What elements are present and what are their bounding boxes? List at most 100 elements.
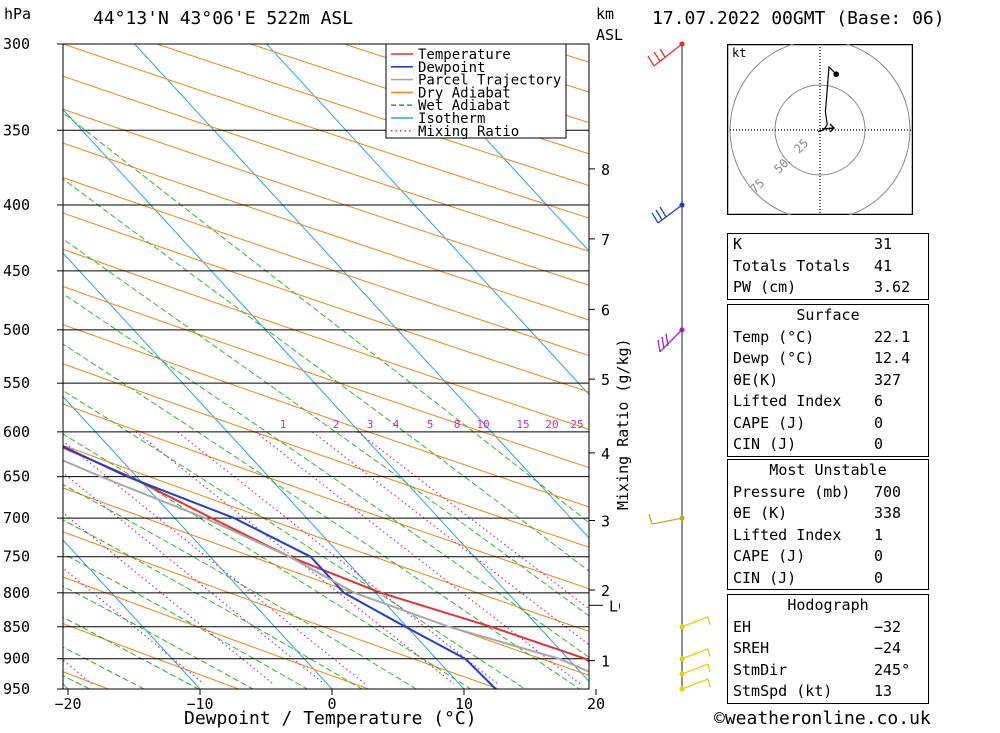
legend-label: Mixing Ratio — [418, 124, 519, 140]
most-unstable-table: Most Unstable Pressure (mb) 700 θE (K) 338… — [727, 459, 929, 590]
legend-label: Wet Adiabat — [418, 98, 511, 114]
surface-dewp-value: 12.4 — [874, 349, 911, 367]
km-tick-label: 2 — [601, 582, 610, 600]
wind-profile — [647, 41, 711, 692]
wet-adiabat-line — [63, 178, 589, 572]
most-unstable-title: Most Unstable — [769, 461, 887, 479]
hodograph-unit: kt — [732, 46, 746, 60]
pressure-label: 700 — [3, 509, 30, 527]
mu-cape-value: 0 — [874, 547, 884, 565]
pressure-label: 300 — [3, 35, 30, 53]
mixing-ratio-label: 4 — [393, 418, 400, 431]
pressure-label: 550 — [3, 374, 30, 392]
wet-adiabat-line — [63, 112, 589, 524]
mu-pressure-label: Pressure (mb) — [733, 482, 851, 501]
surface-title: Surface — [796, 306, 860, 324]
sreh-label: SREH — [733, 639, 770, 657]
pressure-label: 450 — [3, 262, 30, 280]
pressure-label: 750 — [3, 548, 30, 566]
stmdir-value: 245° — [874, 660, 911, 679]
pressure-label: 500 — [3, 321, 30, 339]
x-tick-label: 10 — [455, 695, 473, 713]
asl-unit-label: ASL — [596, 26, 624, 44]
mixing-ratio-line — [63, 471, 325, 685]
mu-cape-label: CAPE (J) — [733, 547, 806, 565]
legend-box — [385, 43, 567, 139]
wind-barb — [657, 329, 683, 353]
legend-label: Dewpoint — [418, 60, 485, 76]
mixing-ratio-line — [177, 431, 499, 685]
dry-adiabat-line — [63, 487, 589, 676]
stmdir-label: StmDir — [733, 660, 788, 679]
wind-barb — [648, 513, 683, 525]
k-index-value: 31 — [874, 235, 893, 253]
dry-adiabat-line — [63, 142, 589, 321]
km-tick-label: 4 — [601, 445, 610, 463]
mixing-ratio-label: 5 — [427, 418, 434, 431]
surface-cape-value: 0 — [874, 413, 884, 432]
km-tick-label: 1 — [601, 653, 610, 671]
km-tick-label: 6 — [601, 301, 610, 319]
totals-label: Totals Totals — [733, 256, 851, 275]
eh-value: −32 — [874, 617, 902, 636]
sreh-value: −24 — [874, 639, 902, 657]
wet-adiabat-line — [63, 484, 418, 689]
dry-adiabat-line — [63, 75, 589, 252]
x-tick-label: 20 — [587, 695, 605, 713]
dry-adiabat-line — [63, 212, 589, 393]
totals-value: 41 — [874, 256, 893, 275]
pressure-label: 600 — [3, 423, 30, 441]
dry-adiabat-line — [63, 363, 589, 548]
dry-adiabat-line — [63, 324, 589, 508]
km-tick-label: 5 — [601, 371, 610, 389]
legend-label: Temperature — [418, 47, 511, 63]
surface-cin-value: 0 — [874, 435, 884, 453]
pw-label: PW (cm) — [733, 278, 797, 296]
isotherm-line — [397, 44, 589, 252]
datetime-title: 17.07.2022 00GMT (Base: 06) — [652, 8, 945, 29]
pw-value: 3.62 — [874, 278, 911, 296]
dry-adiabat-line — [63, 285, 589, 469]
wet-adiabat-line — [63, 585, 254, 689]
mixing-ratio-line — [255, 431, 581, 685]
stmspd-value: 13 — [874, 682, 893, 700]
mu-cin-label: CIN (J) — [733, 568, 797, 587]
mu-li-label: Lifted Index — [733, 525, 842, 544]
hodograph-trace — [817, 65, 837, 133]
mixing-ratio-label: 8 — [454, 418, 461, 431]
mixing-ratio-label: 2 — [333, 418, 340, 431]
indices-table: K 31 Totals Totals 41 PW (cm) 3.62 — [727, 233, 929, 300]
mu-cin-value: 0 — [874, 568, 884, 587]
mixing-ratio-label: 1 — [280, 418, 287, 431]
dry-adiabat-line — [63, 108, 589, 286]
pressure-label: 400 — [3, 196, 30, 214]
pressure-unit-label: hPa — [4, 5, 32, 23]
km-unit-label: km — [596, 5, 615, 23]
surface-thetae-value: 327 — [874, 370, 902, 389]
dry-adiabat-line — [63, 576, 371, 689]
mixing-ratio-label: 20 — [545, 418, 558, 431]
surface-temp-value: 22.1 — [874, 327, 911, 346]
pressure-label: 850 — [3, 618, 30, 636]
x-tick-label: 0 — [327, 695, 336, 713]
mixing-ratio-line — [63, 440, 366, 685]
legend-label: Dry Adiabat — [418, 85, 511, 101]
mixing-ratio-line — [63, 567, 205, 685]
wind-barb — [681, 616, 711, 628]
legend-label: Parcel Trajectory — [418, 73, 561, 89]
plot-frame — [62, 43, 590, 690]
mixing-ratio-line — [135, 431, 455, 685]
lcl-label: LCL — [609, 597, 620, 615]
mixing-ratio-label: 3 — [367, 418, 374, 431]
wet-adiabat-line — [63, 519, 363, 689]
mixing-ratio-label: 15 — [516, 418, 529, 431]
copyright-text: ©weatheronline.co.uk — [714, 708, 931, 729]
mu-thetae-label: θE (K) — [733, 504, 788, 522]
surface-dewp-label: Dewp (°C) — [733, 349, 815, 367]
surface-temp-label: Temp (°C) — [733, 327, 815, 346]
wind-barb — [647, 43, 683, 67]
isotherm-line — [63, 539, 201, 689]
mu-thetae-value: 338 — [874, 504, 902, 522]
wind-barb — [651, 204, 683, 224]
hodograph-table: Hodograph EH −32 SREH −24 StmDir 245° StmSp… — [727, 594, 929, 704]
